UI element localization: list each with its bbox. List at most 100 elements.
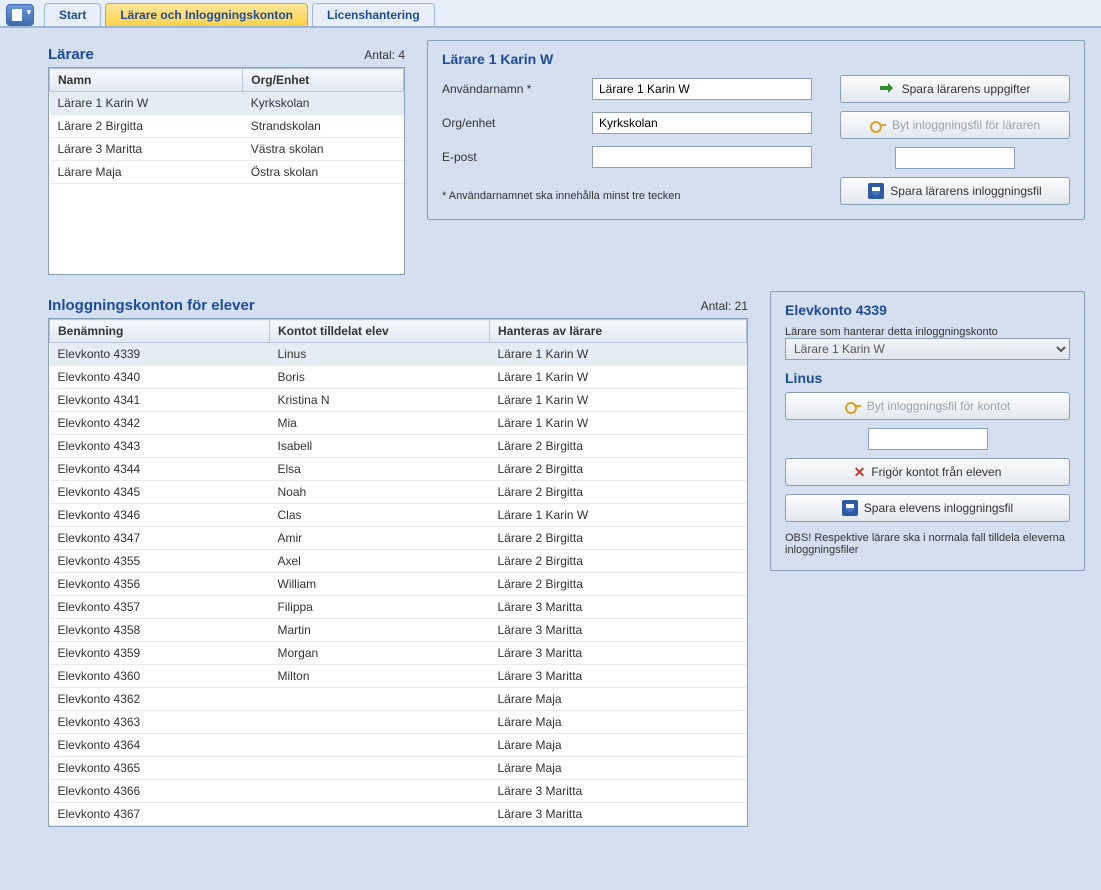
- table-row[interactable]: Elevkonto 4358MartinLärare 3 Maritta: [50, 619, 747, 642]
- table-row[interactable]: Elevkonto 4344ElsaLärare 2 Birgitta: [50, 458, 747, 481]
- student-detail-note: OBS! Respektive lärare ska i normala fal…: [785, 532, 1070, 556]
- table-row[interactable]: Elevkonto 4363 Lärare Maja: [50, 711, 747, 734]
- table-row[interactable]: Elevkonto 4341Kristina NLärare 1 Karin W: [50, 389, 747, 412]
- cell-name: Lärare 2 Birgitta: [50, 115, 243, 138]
- cell-account: Elevkonto 4366: [50, 780, 270, 803]
- cell-name: Lärare 3 Maritta: [50, 138, 243, 161]
- input-username[interactable]: [592, 78, 812, 100]
- table-row[interactable]: Elevkonto 4364Lärare Maja: [50, 734, 747, 757]
- cell-org: Östra skolan: [243, 161, 404, 184]
- change-student-file-button[interactable]: Byt inloggningsfil för kontot: [785, 392, 1070, 420]
- students-title: Inloggningskonton för elever: [48, 297, 255, 314]
- table-row[interactable]: Elevkonto 4357FilippaLärare 3 Maritta: [50, 596, 747, 619]
- table-row[interactable]: Elevkonto 4355AxelLärare 2 Birgitta: [50, 550, 747, 573]
- cell-account: Elevkonto 4342: [50, 412, 270, 435]
- cell-student: Morgan: [270, 642, 490, 665]
- cell-account: Elevkonto 4346: [50, 504, 270, 527]
- save-icon: [868, 183, 884, 199]
- cell-teacher: Lärare Maja: [490, 711, 747, 734]
- table-row[interactable]: Elevkonto 4356WilliamLärare 2 Birgitta: [50, 573, 747, 596]
- teacher-detail-panel: Lärare 1 Karin W Användarnamn * Org/enhe…: [427, 40, 1085, 220]
- cell-student: Isabell: [270, 435, 490, 458]
- input-email[interactable]: [592, 146, 812, 168]
- cell-student: Martin: [270, 619, 490, 642]
- cell-student: Mia: [270, 412, 490, 435]
- tab-license[interactable]: Licenshantering: [312, 3, 435, 26]
- students-col-account[interactable]: Benämning: [50, 320, 270, 343]
- cell-org: Västra skolan: [243, 138, 404, 161]
- cell-teacher: Lärare Maja: [490, 688, 747, 711]
- teachers-col-name[interactable]: Namn: [50, 69, 243, 92]
- cell-student: Elsa: [270, 458, 490, 481]
- cell-account: Elevkonto 4363: [50, 711, 270, 734]
- x-icon: ✕: [854, 465, 866, 479]
- cell-teacher: Lärare 1 Karin W: [490, 504, 747, 527]
- table-row[interactable]: Elevkonto 4347AmirLärare 2 Birgitta: [50, 527, 747, 550]
- cell-teacher: Lärare 1 Karin W: [490, 343, 747, 366]
- cell-account: Elevkonto 4367: [50, 803, 270, 826]
- cell-teacher: Lärare 1 Karin W: [490, 389, 747, 412]
- table-row[interactable]: Elevkonto 4366 Lärare 3 Maritta: [50, 780, 747, 803]
- student-detail-title: Elevkonto 4339: [785, 302, 1070, 318]
- table-row[interactable]: Elevkonto 4339LinusLärare 1 Karin W: [50, 343, 747, 366]
- cell-account: Elevkonto 4341: [50, 389, 270, 412]
- save-teacher-file-button[interactable]: Spara lärarens inloggningsfil: [840, 177, 1070, 205]
- cell-student: Kristina N: [270, 389, 490, 412]
- managed-by-select[interactable]: Lärare 1 Karin W: [785, 338, 1070, 360]
- save-student-file-button[interactable]: Spara elevens inloggningsfil: [785, 494, 1070, 522]
- label-username: Användarnamn *: [442, 82, 582, 96]
- table-row[interactable]: Elevkonto 4345NoahLärare 2 Birgitta: [50, 481, 747, 504]
- cell-student: [270, 780, 490, 803]
- cell-student: [270, 757, 490, 780]
- cell-student: [270, 688, 490, 711]
- cell-student: Milton: [270, 665, 490, 688]
- cell-teacher: Lärare 2 Birgitta: [490, 435, 747, 458]
- change-teacher-file-button[interactable]: Byt inloggningsfil för läraren: [840, 111, 1070, 139]
- table-row[interactable]: Elevkonto 4343IsabellLärare 2 Birgitta: [50, 435, 747, 458]
- table-row[interactable]: Elevkonto 4346ClasLärare 1 Karin W: [50, 504, 747, 527]
- table-row[interactable]: Lärare 2 BirgittaStrandskolan: [50, 115, 404, 138]
- input-org[interactable]: [592, 112, 812, 134]
- cell-student: [270, 803, 490, 826]
- cell-teacher: Lärare 2 Birgitta: [490, 481, 747, 504]
- cell-account: Elevkonto 4364: [50, 734, 270, 757]
- table-row[interactable]: Elevkonto 4340BorisLärare 1 Karin W: [50, 366, 747, 389]
- table-row[interactable]: Elevkonto 4367Lärare 3 Maritta: [50, 803, 747, 826]
- table-row[interactable]: Lärare 3 MarittaVästra skolan: [50, 138, 404, 161]
- table-row[interactable]: Lärare 1 Karin WKyrkskolan: [50, 92, 404, 115]
- table-row[interactable]: Elevkonto 4365Lärare Maja: [50, 757, 747, 780]
- cell-org: Strandskolan: [243, 115, 404, 138]
- tab-start[interactable]: Start: [44, 3, 101, 26]
- table-row[interactable]: Elevkonto 4360MiltonLärare 3 Maritta: [50, 665, 747, 688]
- cell-student: William: [270, 573, 490, 596]
- key-icon: [845, 398, 861, 414]
- cell-name: Lärare 1 Karin W: [50, 92, 243, 115]
- save-teacher-button[interactable]: Spara lärarens uppgifter: [840, 75, 1070, 103]
- table-row[interactable]: Elevkonto 4342MiaLärare 1 Karin W: [50, 412, 747, 435]
- key-icon: [870, 117, 886, 133]
- cell-student: Amir: [270, 527, 490, 550]
- table-row[interactable]: Elevkonto 4359MorganLärare 3 Maritta: [50, 642, 747, 665]
- teachers-table: Namn Org/Enhet Lärare 1 Karin WKyrkskola…: [49, 68, 404, 184]
- cell-teacher: Lärare 2 Birgitta: [490, 527, 747, 550]
- tab-teachers[interactable]: Lärare och Inloggningskonton: [105, 3, 308, 26]
- students-col-teacher[interactable]: Hanteras av lärare: [490, 320, 747, 343]
- cell-student: Noah: [270, 481, 490, 504]
- save-icon: [842, 500, 858, 516]
- student-detail-panel: Elevkonto 4339 Lärare som hanterar detta…: [770, 291, 1085, 571]
- release-account-button[interactable]: ✕ Frigör kontot från eleven: [785, 458, 1070, 486]
- table-row[interactable]: Lärare MajaÖstra skolan: [50, 161, 404, 184]
- cell-teacher: Lärare 3 Maritta: [490, 780, 747, 803]
- table-row[interactable]: Elevkonto 4362Lärare Maja: [50, 688, 747, 711]
- student-file-field[interactable]: [868, 428, 988, 450]
- cell-teacher: Lärare 3 Maritta: [490, 642, 747, 665]
- teachers-count: Antal: 4: [364, 48, 405, 62]
- cell-student: Boris: [270, 366, 490, 389]
- app-menu-icon[interactable]: [6, 4, 34, 26]
- cell-student: [270, 734, 490, 757]
- label-email: E-post: [442, 150, 582, 164]
- cell-account: Elevkonto 4344: [50, 458, 270, 481]
- students-col-student[interactable]: Kontot tilldelat elev: [270, 320, 490, 343]
- teacher-file-field[interactable]: [895, 147, 1015, 169]
- teachers-col-org[interactable]: Org/Enhet: [243, 69, 404, 92]
